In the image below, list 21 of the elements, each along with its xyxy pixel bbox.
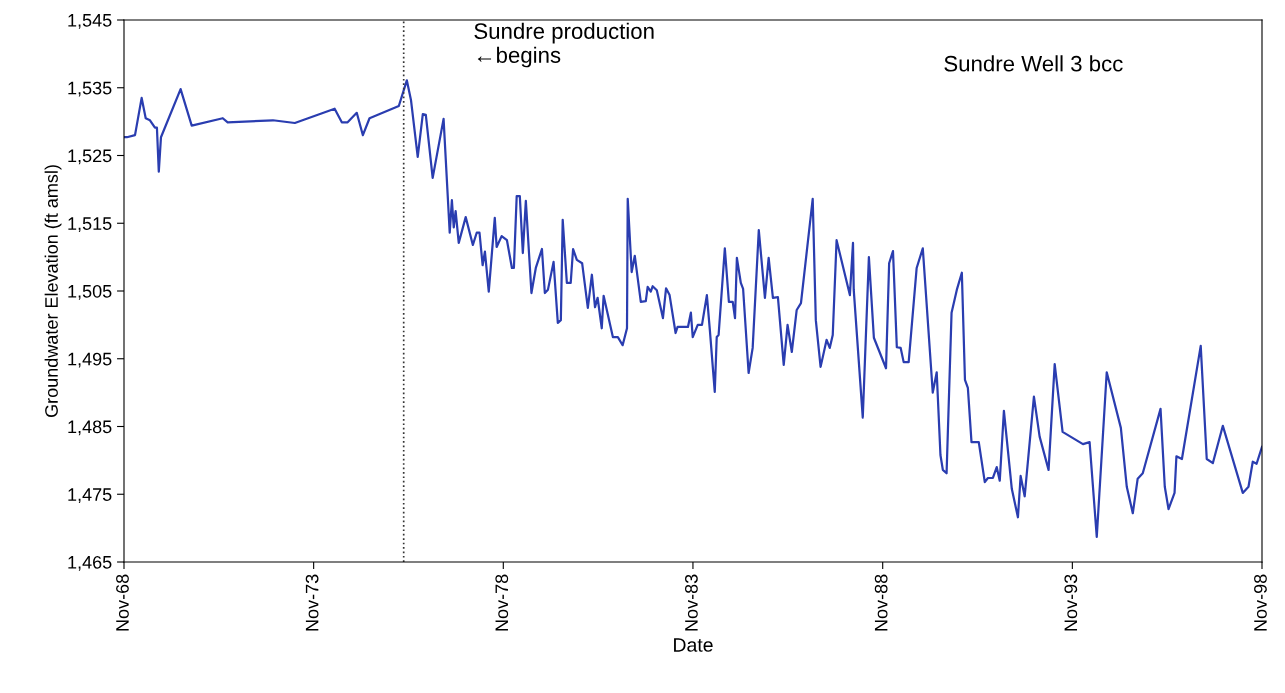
y-tick-label: 1,515	[68, 217, 112, 233]
x-tick-label: Nov-83	[685, 574, 698, 631]
x-axis-title: Date	[674, 638, 713, 652]
y-tick-label: 1,505	[68, 284, 112, 300]
y-tick-label: 1,475	[68, 488, 112, 504]
y-axis-title: Groundwater Elevation (ft amsl)	[44, 165, 62, 418]
x-tick-label: Nov-98	[1254, 574, 1267, 631]
x-tick-label: Nov-68	[116, 574, 129, 631]
x-tick-label: Nov-93	[1064, 574, 1078, 631]
y-tick-label: 1,495	[68, 352, 112, 368]
x-tick-label: Nov-78	[495, 574, 509, 631]
y-tick-label: 1,535	[68, 81, 112, 97]
x-tick-label: Nov-88	[874, 574, 888, 631]
y-tick-label: 1,525	[68, 149, 112, 165]
line-series	[124, 79, 1262, 539]
y-tick-label: 1,465	[68, 555, 112, 571]
annotation: Sundre Well 3 bcc	[944, 55, 1123, 72]
annotation: Sundre production ←begins	[474, 22, 654, 68]
x-tick-label: Nov-73	[305, 574, 319, 631]
y-tick-label: 1,485	[68, 420, 112, 436]
y-tick-label: 1,545	[68, 14, 112, 29]
